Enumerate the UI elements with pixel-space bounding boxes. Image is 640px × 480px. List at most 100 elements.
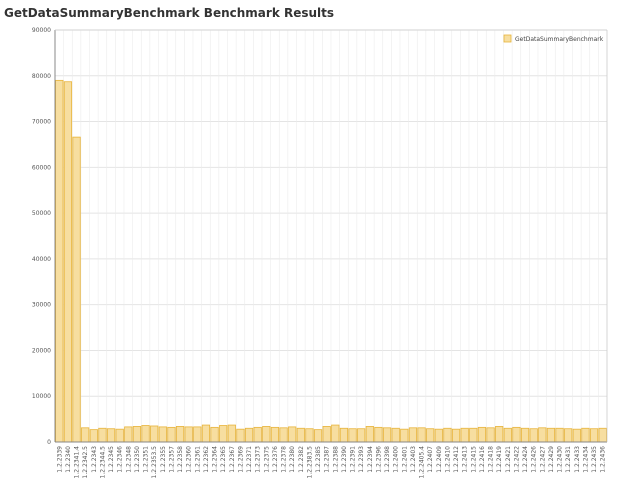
x-tick-label: 1.2.2353.5 [151, 446, 158, 479]
x-tick-label: 1.2.2421 [505, 446, 512, 473]
chart-legend: GetDataSummaryBenchmark [503, 34, 604, 43]
bar [124, 426, 133, 443]
bar [305, 428, 314, 443]
axes-layer [54, 29, 608, 443]
x-tick-label: 1.2.2351 [143, 446, 150, 473]
x-tick-label: 1.2.2345 [108, 446, 115, 473]
bar [426, 428, 435, 443]
bar [262, 426, 271, 443]
y-tick-label: 50000 [32, 210, 51, 217]
bar [348, 428, 357, 443]
bar [279, 427, 288, 443]
bar [469, 427, 478, 443]
x-tick-label: 1.2.2405.4 [419, 446, 426, 479]
x-tick-label: 1.2.2398 [384, 446, 391, 473]
bar [400, 428, 409, 443]
bar [443, 427, 452, 443]
y-tick-label: 10000 [32, 393, 51, 400]
x-tick-label: 1.2.2362 [203, 446, 210, 473]
x-tick-label: 1.2.2401 [401, 446, 408, 473]
x-tick-label: 1.2.2413 [462, 446, 469, 473]
bar [538, 427, 547, 443]
x-tick-label: 1.2.2340 [65, 446, 72, 473]
x-tick-label: 1.2.2348 [125, 446, 132, 473]
x-tick-label: 1.2.2346 [117, 446, 124, 473]
bar [227, 424, 236, 443]
x-tick-label: 1.2.2375 [263, 446, 270, 473]
y-tick-label: 90000 [32, 27, 51, 34]
x-tick-label: 1.2.2412 [453, 446, 460, 473]
x-tick-label: 1.2.2400 [393, 446, 400, 473]
x-tick-label: 1.2.2393 [358, 446, 365, 473]
bar [288, 426, 297, 443]
chart-title: GetDataSummaryBenchmark Benchmark Result… [4, 6, 335, 20]
bar [98, 427, 107, 443]
bar [555, 427, 564, 443]
x-tick-label: 1.2.2350 [134, 446, 141, 473]
bar [270, 426, 280, 443]
bar [357, 428, 366, 443]
x-tick-label: 1.2.2357 [168, 446, 175, 473]
x-tick-label: 1.2.2430 [557, 446, 564, 473]
x-tick-label: 1.2.2435 [591, 446, 598, 473]
bar [253, 426, 262, 443]
y-tick-label: 20000 [32, 347, 51, 354]
bar [219, 425, 228, 443]
bar [313, 429, 323, 443]
bar [236, 428, 245, 443]
bar [106, 428, 116, 443]
bar [529, 428, 538, 443]
x-tick-label: 1.2.2339 [56, 446, 63, 473]
x-tick-label: 1.2.2427 [539, 446, 546, 473]
bar [503, 427, 512, 443]
bar [244, 427, 254, 443]
x-tick-label: 1.2.2387 [324, 446, 331, 473]
x-tick-label: 1.2.2394 [367, 446, 374, 473]
x-tick-label: 1.2.2426 [531, 446, 538, 473]
legend-swatch [503, 34, 512, 43]
bar [598, 427, 607, 443]
y-tick-label: 60000 [32, 164, 51, 171]
x-tick-label: 1.2.2342.5 [82, 446, 89, 479]
x-tick-label: 1.2.2390 [341, 446, 348, 473]
x-tick-label: 1.2.2429 [548, 446, 555, 473]
bar [382, 427, 392, 443]
x-tick-label: 1.2.2371 [246, 446, 253, 473]
bar [167, 426, 176, 443]
legend-label: GetDataSummaryBenchmark [515, 36, 604, 43]
x-tick-label: 1.2.2365 [220, 446, 227, 473]
bar [495, 426, 504, 443]
bar [408, 427, 418, 443]
bar [141, 425, 150, 443]
bar [391, 427, 400, 443]
x-tick-label: 1.2.2424 [522, 446, 529, 473]
bar [512, 426, 521, 443]
x-tick-label: 1.2.2355 [160, 446, 167, 473]
x-tick-label: 1.2.2396 [375, 446, 382, 473]
bar [589, 428, 599, 443]
y-tick-label: 30000 [32, 302, 51, 309]
bar [81, 427, 90, 443]
x-tick-label: 1.2.2341.4 [74, 446, 81, 479]
bar [331, 424, 340, 443]
bar [581, 427, 590, 443]
x-tick-label: 1.2.2373 [255, 446, 262, 473]
x-tick-labels: 1.2.2339 1.2.2340 1.2.2341.4 1.2.2342.5 1.2.… [56, 446, 606, 479]
x-tick-label: 1.2.2358 [177, 446, 184, 473]
x-tick-label: 1.2.2360 [186, 446, 193, 473]
bar [477, 426, 487, 443]
bar [520, 427, 530, 443]
x-tick-label: 1.2.2422 [513, 446, 520, 473]
bar [184, 426, 193, 443]
x-tick-label: 1.2.2431 [565, 446, 572, 473]
x-tick-label: 1.2.2380 [289, 446, 296, 473]
bar [365, 426, 374, 443]
x-tick-label: 1.2.2388 [332, 446, 339, 473]
bar [546, 427, 556, 443]
x-tick-label: 1.2.2433 [574, 446, 581, 473]
x-tick-label: 1.2.2344.5 [99, 446, 106, 479]
bar [434, 428, 443, 443]
x-tick-label: 1.2.2367 [229, 446, 236, 473]
bar [150, 425, 159, 443]
